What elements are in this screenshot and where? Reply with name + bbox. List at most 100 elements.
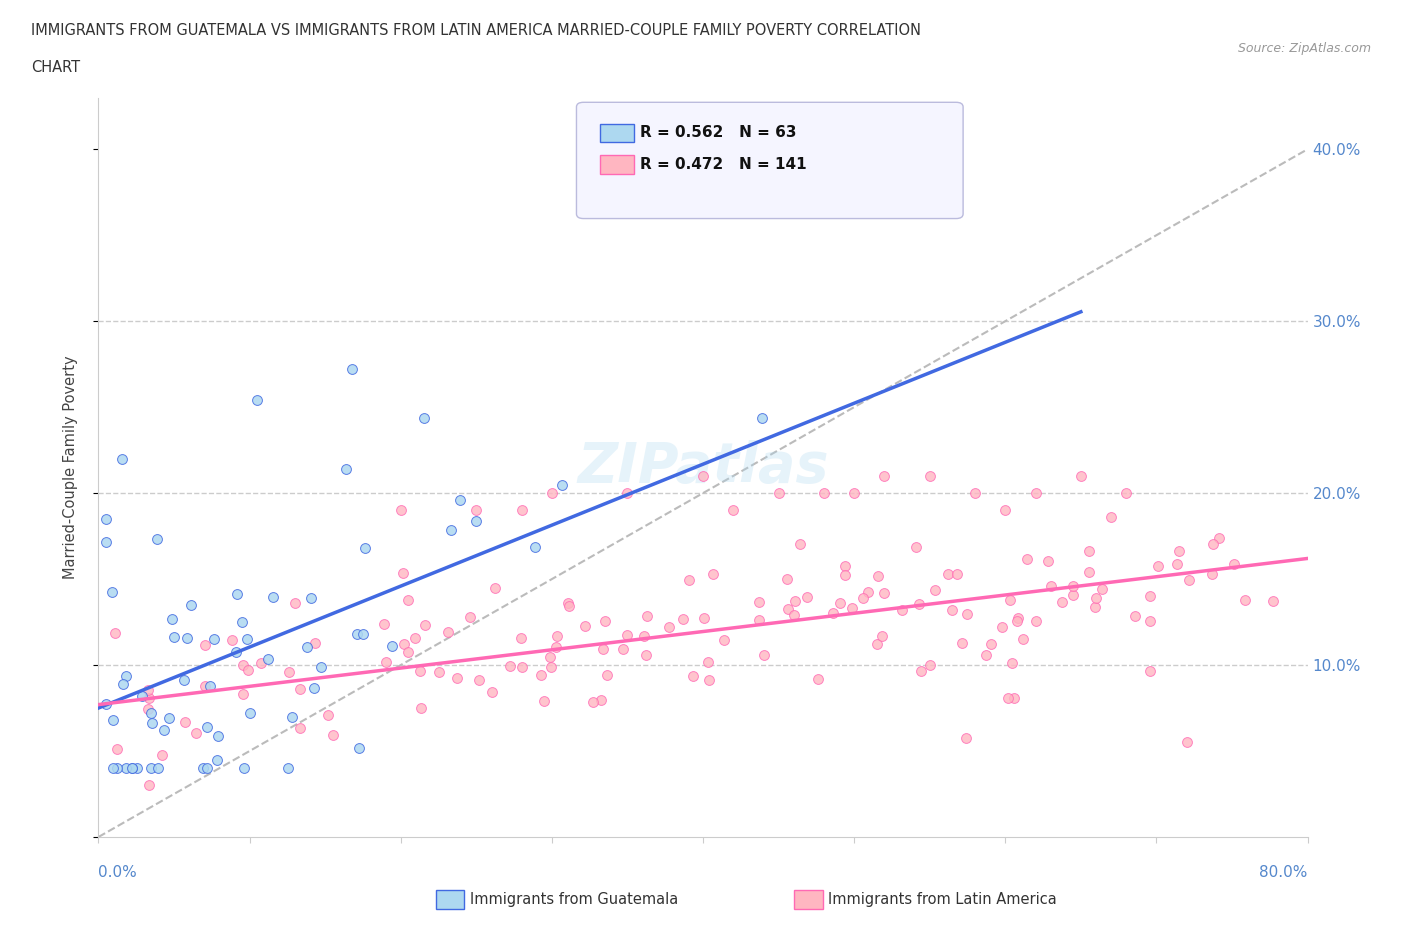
Point [125,761,148,776]
Point [394,637,416,652]
Point [409,700,432,715]
Point [191,761,214,776]
Point [768,485,790,500]
Point [284,595,307,610]
Point [616,485,638,500]
Point [751,411,773,426]
Point [299,591,322,605]
Point [723,503,745,518]
Point [783,594,806,609]
Point [468,672,491,687]
Point [844,485,866,500]
Point [232,658,254,672]
Point [702,566,724,581]
Point [186,725,208,740]
Point [873,469,896,484]
Point [180,597,202,612]
Point [1139,663,1161,678]
Point [776,602,799,617]
Point [533,694,555,709]
Point [540,485,562,500]
Point [868,568,890,583]
Point [696,655,718,670]
Text: R = 0.562   N = 63: R = 0.562 N = 63 [640,126,796,140]
Point [841,600,863,615]
Point [440,523,463,538]
Point [1007,610,1029,625]
Point [94,697,117,711]
Point [546,629,568,644]
Point [807,671,830,686]
Point [1123,609,1146,624]
Point [830,596,852,611]
Point [748,594,770,609]
Point [1115,485,1137,500]
Point [693,610,716,625]
Point [593,614,616,629]
Point [1002,690,1025,705]
Point [193,679,215,694]
Point [510,631,533,645]
Point [658,620,681,635]
Point [346,627,368,642]
Point [138,778,160,793]
Point [910,664,932,679]
Point [1015,551,1038,566]
Point [924,583,946,598]
Point [1077,565,1099,579]
Point [281,710,304,724]
Point [692,469,714,484]
Point [998,592,1021,607]
Point [616,628,638,643]
Point [557,595,579,610]
Text: 0.0%: 0.0% [98,865,138,880]
Point [1178,573,1201,588]
Point [115,761,138,776]
Point [288,682,311,697]
Point [484,580,506,595]
Point [110,451,132,466]
Point [636,608,658,623]
Point [1146,559,1168,574]
Point [94,535,117,550]
Point [748,612,770,627]
Point [1234,592,1257,607]
Point [157,711,180,725]
Point [994,503,1017,518]
Point [141,706,163,721]
Point [297,640,319,655]
Point [176,631,198,645]
Text: CHART: CHART [31,60,80,75]
Point [195,761,218,776]
Point [131,688,153,703]
Point [936,566,959,581]
Point [682,669,704,684]
Point [375,655,398,670]
Point [231,615,253,630]
Point [974,648,997,663]
Point [1062,587,1084,602]
Point [918,469,941,484]
Point [347,740,370,755]
Point [582,694,605,709]
Point [905,539,928,554]
Point [101,585,124,600]
Point [389,503,412,518]
Point [225,644,247,659]
Text: IMMIGRANTS FROM GUATEMALA VS IMMIGRANTS FROM LATIN AMERICA MARRIED-COUPLE FAMILY: IMMIGRANTS FROM GUATEMALA VS IMMIGRANTS … [31,23,921,38]
Point [918,658,941,672]
Point [852,591,875,605]
Point [352,627,374,642]
Point [1070,469,1092,484]
Point [221,632,243,647]
Point [136,683,159,698]
Point [634,647,657,662]
Point [783,608,806,623]
Point [872,629,894,644]
Point [1091,582,1114,597]
Point [194,637,217,652]
Point [304,635,326,650]
Point [163,629,186,644]
Point [335,461,357,476]
Point [952,636,974,651]
